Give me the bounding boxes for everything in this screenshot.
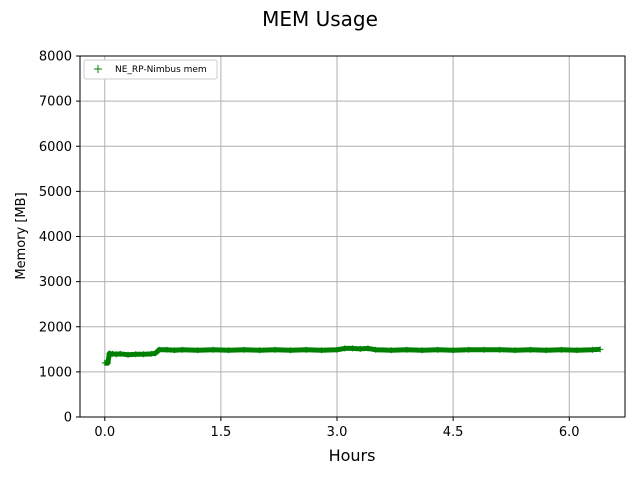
y-tick-label: 8000 bbox=[39, 50, 72, 65]
data-point bbox=[194, 347, 201, 354]
data-point bbox=[287, 347, 294, 354]
data-point bbox=[155, 346, 162, 353]
x-tick-label: 4.5 bbox=[443, 425, 464, 440]
legend-marker bbox=[94, 65, 102, 73]
data-point bbox=[225, 347, 232, 354]
data-point bbox=[163, 346, 170, 353]
legend: NE_RP-Nimbus mem bbox=[83, 59, 218, 80]
x-axis-label: Hours bbox=[329, 446, 376, 465]
data-point bbox=[372, 346, 379, 353]
data-point bbox=[388, 347, 395, 354]
data-point bbox=[481, 346, 488, 353]
y-axis: 0 1000 2000 3000 4000 5000 6000 7000 8000 bbox=[39, 50, 80, 426]
data-point bbox=[496, 346, 503, 353]
legend-label: NE_RP-Nimbus mem bbox=[115, 65, 207, 75]
data-point bbox=[589, 346, 596, 353]
data-layer bbox=[101, 345, 604, 366]
x-tick-label: 3.0 bbox=[327, 425, 348, 440]
y-tick-label: 7000 bbox=[39, 95, 72, 110]
data-point bbox=[132, 351, 139, 358]
data-point bbox=[403, 346, 410, 353]
legend-box bbox=[83, 59, 218, 80]
x-tick-label: 6.0 bbox=[559, 425, 580, 440]
data-point bbox=[341, 345, 348, 352]
data-point bbox=[272, 346, 279, 353]
data-point bbox=[171, 347, 178, 354]
data-point bbox=[512, 347, 519, 354]
data-point bbox=[318, 347, 325, 354]
y-tick-label: 5000 bbox=[39, 185, 72, 200]
x-axis: 0.0 1.5 3.0 4.5 6.0 bbox=[94, 417, 580, 440]
x-tick-label: 1.5 bbox=[211, 425, 232, 440]
data-point bbox=[256, 347, 263, 354]
data-point bbox=[303, 346, 310, 353]
data-point bbox=[140, 351, 147, 358]
data-point bbox=[357, 345, 364, 352]
data-point bbox=[210, 346, 217, 353]
data-point bbox=[241, 346, 248, 353]
data-point bbox=[117, 350, 124, 357]
data-point bbox=[527, 346, 534, 353]
y-tick-label: 6000 bbox=[39, 140, 72, 155]
data-point bbox=[597, 346, 604, 353]
y-tick-label: 1000 bbox=[39, 365, 72, 380]
data-point bbox=[574, 347, 581, 354]
data-point bbox=[450, 347, 457, 354]
data-point bbox=[543, 347, 550, 354]
data-point bbox=[124, 351, 131, 358]
data-point bbox=[334, 346, 341, 353]
y-tick-label: 3000 bbox=[39, 275, 72, 290]
data-point bbox=[558, 346, 565, 353]
data-point bbox=[434, 346, 441, 353]
data-point bbox=[104, 359, 111, 366]
data-point bbox=[419, 347, 426, 354]
chart-title: MEM Usage bbox=[262, 7, 378, 31]
y-tick-label: 4000 bbox=[39, 230, 72, 245]
y-axis-label: Memory [MB] bbox=[14, 192, 29, 279]
data-point bbox=[179, 346, 186, 353]
x-tick-label: 0.0 bbox=[94, 425, 115, 440]
data-point bbox=[465, 346, 472, 353]
data-point bbox=[349, 345, 356, 352]
data-point bbox=[364, 345, 371, 352]
y-tick-label: 2000 bbox=[39, 320, 72, 335]
y-tick-label: 0 bbox=[64, 411, 72, 426]
